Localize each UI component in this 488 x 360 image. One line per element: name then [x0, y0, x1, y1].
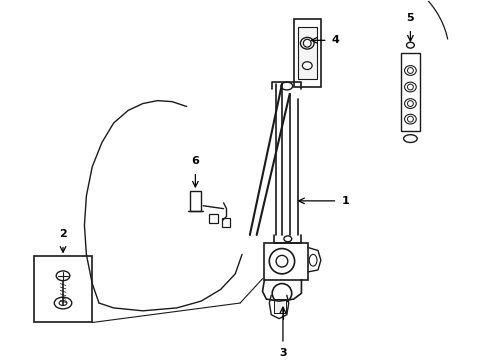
- Bar: [297, 27, 316, 79]
- Circle shape: [407, 101, 412, 107]
- Text: 1: 1: [341, 196, 348, 206]
- Circle shape: [272, 284, 291, 303]
- Bar: [208, 215, 217, 223]
- Bar: [293, 19, 320, 87]
- Text: 3: 3: [279, 348, 286, 358]
- Circle shape: [407, 116, 412, 122]
- Ellipse shape: [54, 297, 72, 309]
- Circle shape: [269, 248, 294, 274]
- Bar: [34, 256, 92, 323]
- Ellipse shape: [404, 82, 415, 92]
- Ellipse shape: [404, 99, 415, 108]
- Bar: [264, 243, 307, 280]
- Ellipse shape: [403, 135, 416, 143]
- Ellipse shape: [56, 271, 70, 281]
- Text: 6: 6: [191, 156, 199, 166]
- Ellipse shape: [300, 37, 313, 49]
- Ellipse shape: [404, 66, 415, 75]
- Bar: [274, 299, 285, 313]
- Bar: [189, 191, 201, 211]
- Ellipse shape: [404, 114, 415, 124]
- Bar: [221, 219, 230, 227]
- Text: 2: 2: [59, 229, 67, 239]
- Circle shape: [407, 68, 412, 73]
- Circle shape: [407, 84, 412, 90]
- Bar: [400, 53, 419, 131]
- Text: 4: 4: [331, 35, 339, 45]
- Circle shape: [303, 39, 310, 47]
- Ellipse shape: [281, 82, 292, 90]
- Ellipse shape: [308, 255, 316, 266]
- Circle shape: [276, 255, 287, 267]
- Ellipse shape: [284, 236, 291, 242]
- Ellipse shape: [406, 42, 413, 48]
- Ellipse shape: [302, 62, 311, 69]
- Text: 5: 5: [406, 13, 413, 23]
- Ellipse shape: [59, 301, 67, 306]
